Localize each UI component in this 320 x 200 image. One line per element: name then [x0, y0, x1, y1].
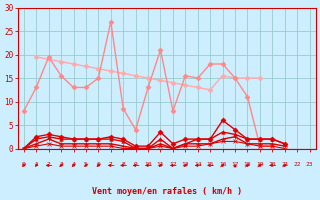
X-axis label: Vent moyen/en rafales ( km/h ): Vent moyen/en rafales ( km/h ): [92, 187, 242, 196]
